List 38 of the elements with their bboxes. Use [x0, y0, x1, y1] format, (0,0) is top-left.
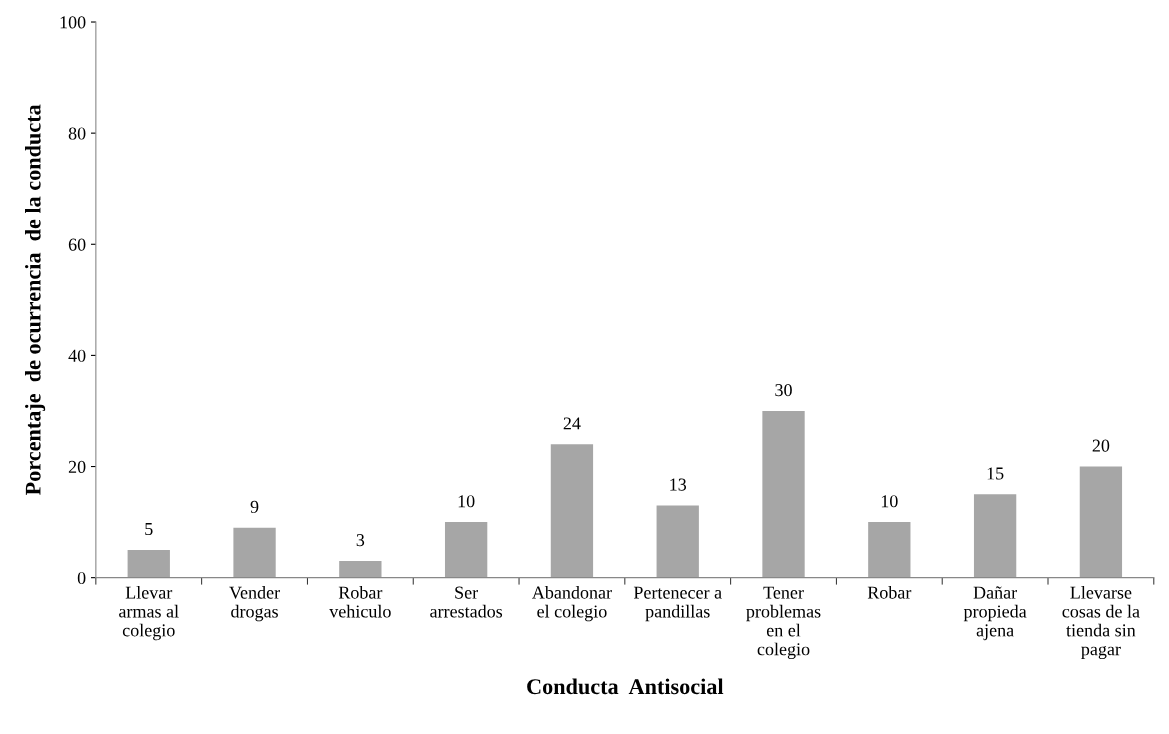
bar — [127, 549, 170, 578]
data-label: 15 — [987, 467, 1004, 480]
data-label: 5 — [145, 523, 153, 536]
bar — [339, 560, 382, 578]
bar — [1079, 466, 1123, 578]
x-tick-label: Abandonar el colegio — [532, 585, 612, 622]
x-tick-label: Robar vehiculo — [329, 585, 391, 618]
bar — [656, 505, 699, 578]
x-tick-label: Robar — [867, 585, 912, 599]
bar — [233, 527, 276, 578]
data-label: 9 — [250, 500, 259, 513]
data-label: 24 — [563, 417, 581, 430]
y-tick-label: 40 — [68, 349, 86, 362]
data-label: 30 — [775, 384, 792, 397]
data-label: 10 — [458, 495, 475, 508]
x-tick-label: Vender drogas — [229, 585, 280, 622]
bar — [762, 410, 805, 578]
y-tick-label: 60 — [68, 238, 86, 251]
data-label: 10 — [881, 495, 898, 508]
bar — [444, 522, 488, 578]
bar — [973, 494, 1017, 578]
y-tick-label: 0 — [77, 571, 86, 585]
y-tick-label: 20 — [68, 460, 86, 473]
y-axis-title: Porcentaje de ocurrencia de la conducta — [25, 104, 46, 496]
x-tick-label: Pertenecer a pandillas — [633, 586, 722, 622]
x-axis-title: Conducta Antisocial — [527, 678, 724, 695]
data-label: 3 — [356, 534, 365, 547]
x-tick-label: Llevarse cosas de la tienda sin pagar — [1062, 585, 1140, 660]
bar — [550, 444, 594, 578]
x-tick-label: Llevar armas al colegio — [119, 585, 179, 641]
y-tick-label: 100 — [60, 16, 86, 29]
x-tick-label: Ser arrestados — [430, 586, 503, 618]
data-label: 13 — [670, 478, 687, 491]
bar — [868, 522, 911, 578]
data-label: 20 — [1092, 439, 1110, 452]
x-tick-label: Dañar propieda ajena — [963, 586, 1027, 641]
x-tick-label: Tener problemas en el colegio — [746, 586, 821, 660]
y-tick-label: 80 — [68, 127, 86, 140]
